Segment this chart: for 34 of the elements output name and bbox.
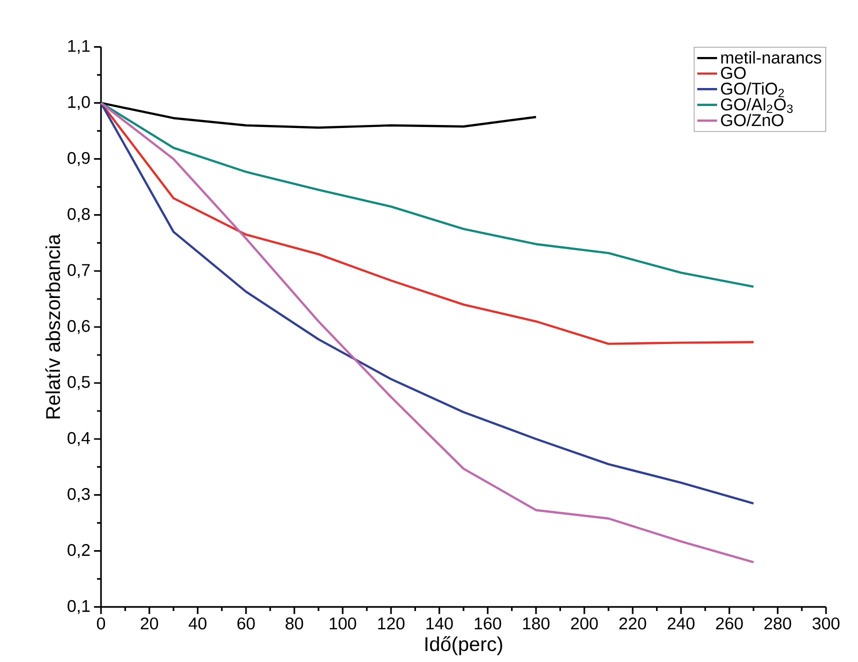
x-tick-label: 140 [426,617,453,630]
x-tick-label: 80 [286,617,304,630]
y-axis-title: Relatív abszorbancia [45,234,60,418]
x-tick-label: 160 [474,617,502,630]
legend-label: GO [721,66,746,79]
x-tick-label: 100 [330,617,356,630]
x-tick-label: 240 [668,617,694,630]
x-tick-label: 220 [619,617,646,630]
y-tick-label: 0,2 [68,544,90,558]
y-tick-label: 0,8 [68,208,90,222]
x-tick-label: 120 [378,617,404,630]
y-tick-label: 0,6 [68,320,90,334]
x-axis-title: Idő(perc) [425,636,502,656]
x-tick-label: 40 [188,617,206,630]
y-tick-label: 0,7 [68,264,90,278]
x-tick-label: 300 [812,617,840,630]
y-tick-label: 1,0 [68,96,90,110]
y-tick-label: 0,4 [68,432,90,446]
legend-label: GO/Al$_{2}$O$_{3}$ [721,98,793,113]
x-tick-label: 180 [523,617,550,630]
legend-label: GO/ZnO [721,114,784,126]
legend-label: metil-narancs [721,51,822,64]
y-tick-label: 0,5 [68,376,90,390]
x-tick-label: 60 [237,617,255,630]
x-tick-label: 0 [96,617,106,630]
legend-label: GO/TiO$_{2}$ [721,82,784,98]
y-tick-label: 0,9 [68,152,90,166]
y-tick-label: 0,3 [68,488,90,502]
y-tick-label: 1,1 [68,40,90,54]
y-tick-label: 0,1 [68,600,90,614]
x-tick-label: 280 [764,617,792,630]
x-tick-label: 200 [571,617,598,630]
x-tick-label: 260 [716,617,743,630]
x-tick-label: 20 [140,617,158,630]
